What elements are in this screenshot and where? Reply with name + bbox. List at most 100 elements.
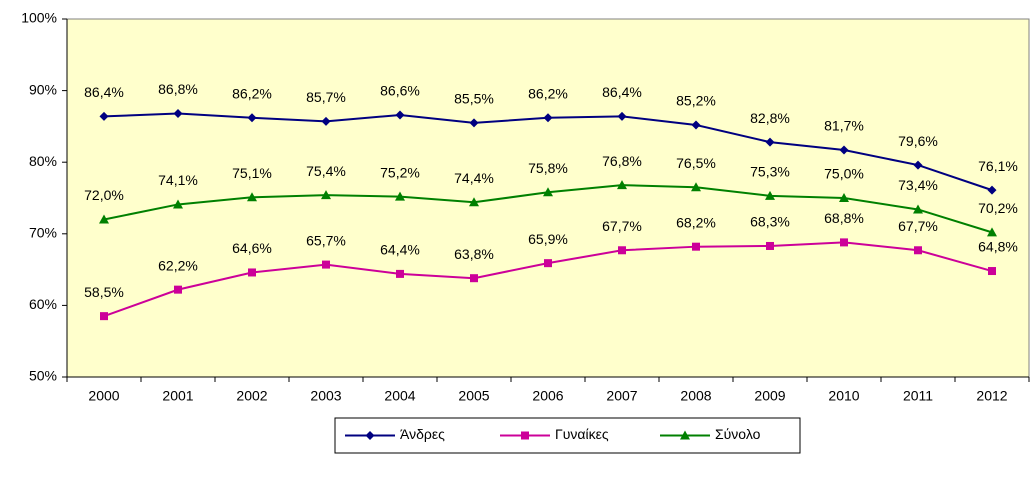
data-point <box>173 109 183 119</box>
data-label: 67,7% <box>602 218 642 234</box>
data-label: 68,2% <box>676 214 716 230</box>
x-tick-label: 2000 <box>88 388 119 404</box>
data-point <box>247 192 257 202</box>
data-label: 68,3% <box>750 214 790 230</box>
legend-label: Άνδρες <box>400 426 445 442</box>
data-point <box>395 110 405 120</box>
data-point <box>766 241 774 250</box>
data-point <box>839 193 849 202</box>
data-label: 75,1% <box>232 165 272 181</box>
x-tick-label: 2001 <box>162 388 193 404</box>
data-label: 76,5% <box>676 155 716 171</box>
x-tick-label: 2002 <box>236 388 267 404</box>
data-point <box>248 268 256 277</box>
data-label: 86,6% <box>380 83 420 99</box>
x-tick-label: 2012 <box>976 388 1007 404</box>
data-label: 68,8% <box>824 210 864 226</box>
data-point <box>321 190 331 200</box>
legend-box <box>334 417 801 454</box>
plot-area <box>66 18 1030 378</box>
legend-marker <box>680 430 690 440</box>
data-label: 81,7% <box>824 118 864 134</box>
x-tick-label: 2007 <box>606 388 637 404</box>
data-point <box>987 185 997 195</box>
x-tick-label: 2006 <box>532 388 563 404</box>
data-label: 62,2% <box>158 257 198 273</box>
data-label: 64,8% <box>978 239 1018 255</box>
y-tick-label: 100% <box>21 10 57 26</box>
data-label: 85,7% <box>306 89 346 105</box>
data-point <box>618 246 626 255</box>
data-point <box>396 269 404 278</box>
y-tick-label: 90% <box>29 81 57 97</box>
data-point <box>840 238 848 247</box>
y-tick-label: 70% <box>29 225 57 241</box>
data-label: 65,7% <box>306 232 346 248</box>
data-point <box>470 274 478 283</box>
data-point <box>617 180 627 190</box>
data-label: 75,8% <box>528 160 568 176</box>
data-point <box>544 259 552 268</box>
data-label: 86,4% <box>602 84 642 100</box>
data-label: 82,8% <box>750 110 790 126</box>
data-point <box>839 145 849 155</box>
data-point <box>321 116 331 126</box>
data-label: 70,2% <box>978 200 1018 216</box>
data-label: 76,8% <box>602 153 642 169</box>
data-label: 64,4% <box>380 242 420 258</box>
data-point <box>469 118 479 128</box>
data-label: 74,4% <box>454 170 494 186</box>
x-tick-label: 2010 <box>828 388 859 404</box>
legend-label: Γυναίκες <box>555 426 609 442</box>
data-label: 76,1% <box>978 158 1018 174</box>
data-point <box>543 113 553 123</box>
x-tick-label: 2011 <box>903 388 933 404</box>
data-label: 67,7% <box>898 218 938 234</box>
data-point <box>99 111 109 121</box>
data-point <box>322 260 330 269</box>
data-point <box>913 160 923 170</box>
data-label: 75,3% <box>750 164 790 180</box>
legend-marker <box>521 431 529 440</box>
data-label: 75,0% <box>824 166 864 182</box>
data-point <box>99 214 109 224</box>
data-label: 58,5% <box>84 284 124 300</box>
data-label: 79,6% <box>898 133 938 149</box>
data-point <box>691 120 701 130</box>
data-label: 65,9% <box>528 231 568 247</box>
x-tick-label: 2009 <box>754 388 785 404</box>
data-label: 73,4% <box>898 177 938 193</box>
data-label: 86,2% <box>232 86 272 102</box>
x-tick-label: 2004 <box>384 388 415 404</box>
data-point <box>914 246 922 255</box>
legend-label: Σύνολο <box>715 426 761 442</box>
legend-marker <box>365 431 375 440</box>
data-label: 74,1% <box>158 172 198 188</box>
data-label: 75,2% <box>380 164 420 180</box>
data-point <box>543 187 553 197</box>
data-point <box>691 182 701 192</box>
data-label: 86,4% <box>84 84 124 100</box>
x-tick-label: 2003 <box>310 388 341 404</box>
data-label: 64,6% <box>232 240 272 256</box>
data-label: 63,8% <box>454 246 494 262</box>
data-point <box>173 199 183 209</box>
data-label: 72,0% <box>84 187 124 203</box>
data-point <box>988 267 996 276</box>
data-point <box>174 285 182 294</box>
data-point <box>987 227 997 237</box>
y-tick-label: 80% <box>29 153 57 169</box>
data-label: 75,4% <box>306 163 346 179</box>
x-tick-label: 2008 <box>680 388 711 404</box>
y-tick-label: 60% <box>29 296 57 312</box>
x-tick-label: 2005 <box>458 388 489 404</box>
data-point <box>765 190 775 200</box>
data-point <box>913 204 923 214</box>
data-label: 86,8% <box>158 81 198 97</box>
data-label: 86,2% <box>528 86 568 102</box>
data-point <box>617 111 627 121</box>
data-point <box>765 137 775 147</box>
y-tick-label: 50% <box>29 368 57 384</box>
